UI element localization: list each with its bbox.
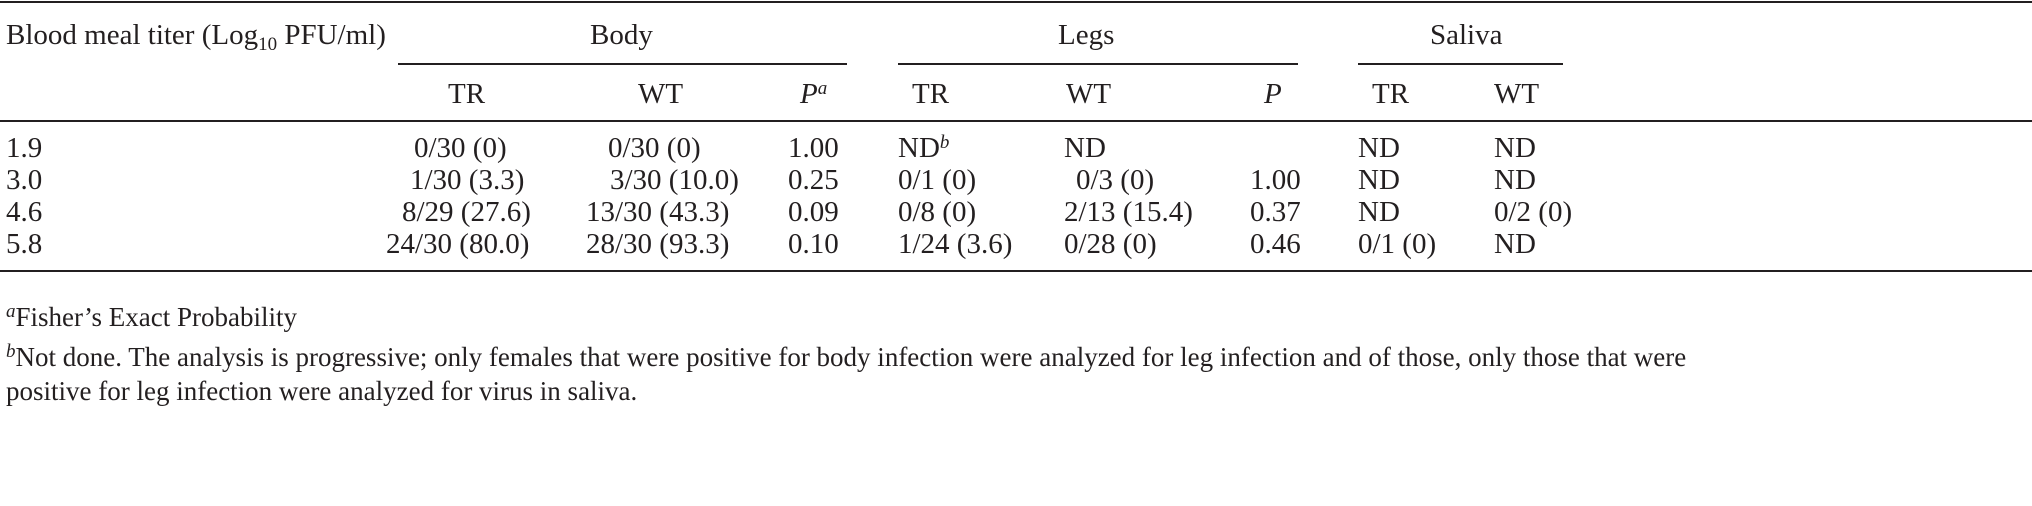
col-header-legs-p: P (1264, 78, 1282, 110)
group-rule-saliva (1358, 63, 1563, 65)
cell-body-p: 1.00 (788, 132, 839, 164)
row-label-header: Blood meal titer (Log10 PFU/ml) (6, 19, 386, 55)
footnote-a: aFisher’s Exact Probability (6, 301, 297, 332)
cell-body-wt: 0/30 (0) (608, 132, 701, 164)
cell-body-wt: 28/30 (93.3) (586, 228, 730, 260)
cell-body-p: 0.10 (788, 228, 839, 260)
col-header-legs-tr: TR (912, 78, 950, 110)
table-bottom-rule (0, 270, 2032, 272)
footnote-b-line1: bNot done. The analysis is progressive; … (6, 341, 1687, 372)
col-header-body-tr: TR (448, 78, 486, 110)
cell-saliva-tr: ND (1358, 164, 1400, 196)
group-rule-body (398, 63, 847, 65)
cell-legs-wt: 0/28 (0) (1064, 228, 1157, 260)
cell-body-p: 0.25 (788, 164, 839, 196)
cell-body-p: 0.09 (788, 196, 839, 228)
cell-saliva-wt: ND (1494, 228, 1536, 260)
footnote-b-line2: positive for leg infection were analyzed… (6, 376, 638, 406)
cell-saliva-wt: ND (1494, 164, 1536, 196)
cell-legs-tr: NDb (898, 132, 950, 164)
cell-titer: 3.0 (6, 164, 43, 196)
cell-legs-p: 0.46 (1250, 228, 1301, 260)
cell-legs-tr: 1/24 (3.6) (898, 228, 1013, 260)
col-header-legs-wt: WT (1066, 78, 1112, 110)
cell-legs-wt: 2/13 (15.4) (1064, 196, 1193, 228)
cell-legs-wt: 0/3 (0) (1076, 164, 1155, 196)
cell-body-tr: 1/30 (3.3) (410, 164, 525, 196)
cell-legs-wt: ND (1064, 132, 1106, 164)
cell-body-wt: 3/30 (10.0) (610, 164, 739, 196)
cell-saliva-wt: ND (1494, 132, 1536, 164)
cell-legs-p: 1.00 (1250, 164, 1301, 196)
group-header-legs: Legs (1058, 19, 1115, 51)
cell-legs-tr: 0/1 (0) (898, 164, 977, 196)
group-header-body: Body (590, 19, 653, 51)
cell-titer: 1.9 (6, 132, 43, 164)
group-rule-legs (898, 63, 1298, 65)
cell-legs-p: 0.37 (1250, 196, 1301, 228)
cell-titer: 4.6 (6, 196, 43, 228)
cell-body-tr: 24/30 (80.0) (386, 228, 530, 260)
col-header-body-wt: WT (638, 78, 684, 110)
col-header-saliva-wt: WT (1494, 78, 1540, 110)
cell-saliva-tr: 0/1 (0) (1358, 228, 1437, 260)
cell-saliva-tr: ND (1358, 132, 1400, 164)
cell-body-tr: 8/29 (27.6) (402, 196, 531, 228)
cell-legs-tr: 0/8 (0) (898, 196, 977, 228)
header-bottom-rule (0, 120, 2032, 122)
cell-body-tr: 0/30 (0) (414, 132, 507, 164)
cell-titer: 5.8 (6, 228, 43, 260)
cell-saliva-tr: ND (1358, 196, 1400, 228)
col-header-saliva-tr: TR (1372, 78, 1410, 110)
table-top-rule (0, 1, 2032, 3)
cell-body-wt: 13/30 (43.3) (586, 196, 730, 228)
group-header-saliva: Saliva (1430, 19, 1503, 51)
cell-saliva-wt: 0/2 (0) (1494, 196, 1573, 228)
col-header-body-p: Pa (800, 78, 828, 110)
